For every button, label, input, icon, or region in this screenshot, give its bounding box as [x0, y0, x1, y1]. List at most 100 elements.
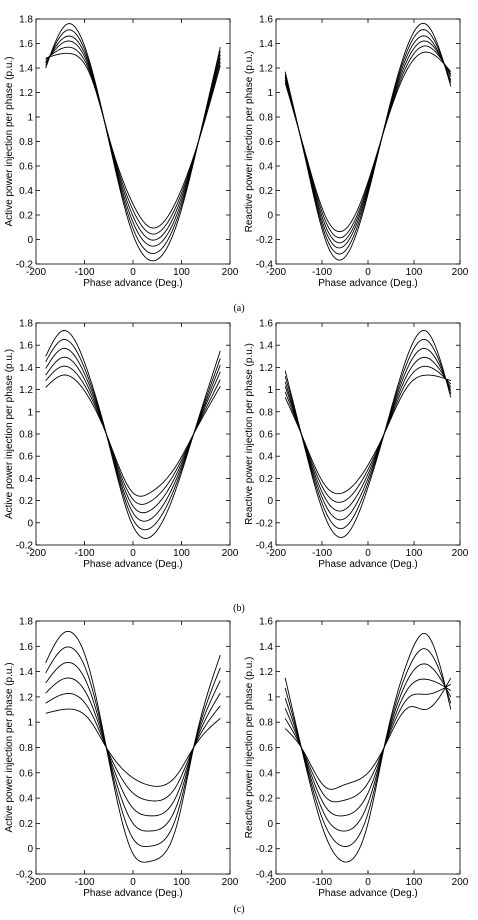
y-tick-label-c-left: 1 — [27, 718, 33, 729]
x-tick-label-c-left: -200 — [26, 877, 46, 888]
series-line-a-left-6 — [45, 52, 221, 229]
y-tick-label-a-left: 1.2 — [19, 88, 33, 99]
x-tick-label-a-left: -200 — [26, 267, 46, 278]
series-line-a-right-1 — [284, 22, 452, 261]
x-tick-label-a-left: 0 — [130, 267, 136, 278]
y-tick-label-b-left: 0 — [27, 518, 33, 529]
y-tick-label-c-left: 1.4 — [19, 667, 33, 678]
y-tick-label-a-left: 1.6 — [19, 39, 33, 50]
y-tick-label-a-right: 0.2 — [259, 186, 273, 197]
y-tick-label-c-right: 0.8 — [259, 718, 273, 729]
y-tick-label-b-right: -0.2 — [256, 518, 274, 529]
y-tick-label-a-left: 0.8 — [19, 137, 33, 148]
y-tick-label-a-right: 0.8 — [259, 113, 273, 124]
y-tick-label-b-right: 0.6 — [259, 430, 273, 441]
y-tick-label-c-left: 0.6 — [19, 768, 33, 779]
x-tick-label-b-right: 100 — [406, 548, 423, 559]
x-tick-label-c-left: 100 — [173, 877, 190, 888]
series-line-b-right-3 — [284, 347, 452, 521]
chart-a-left: -200 -100 0 100 200 -0.2 0 0.2 0.4 0.6 0.8 1 1.2 1.4 1… — [4, 15, 239, 290]
x-axis-label-c-right: Phase advance (Deg.) — [318, 888, 418, 899]
y-tick-label-b-right: 1.4 — [259, 341, 273, 352]
x-tick-label-a-right: 200 — [452, 267, 469, 278]
y-tick-label-c-right: 0.6 — [259, 743, 273, 754]
y-tick-label-b-left: 0.8 — [19, 430, 33, 441]
x-tick-label-a-right: 100 — [406, 267, 423, 278]
x-tick-label-a-right: -100 — [312, 267, 332, 278]
series-line-c-left-6 — [45, 708, 221, 787]
axes-frame-a-right — [275, 18, 461, 265]
x-axis-label-a-right: Phase advance (Deg.) — [318, 278, 418, 289]
x-axis-label-b-left: Phase advance (Deg.) — [83, 559, 183, 570]
x-tick-label-b-right: -200 — [266, 548, 286, 559]
x-tick-label-c-right: 100 — [406, 877, 423, 888]
x-tick-label-c-right: 0 — [365, 877, 371, 888]
y-tick-label-a-left: -0.2 — [16, 260, 34, 271]
chart-a-right: -200 -100 0 100 200 -0.4 -0.2 0 0.2 0.4 0.6 0.8 1 1.2… — [244, 15, 469, 290]
y-axis-label-c-left: Active power injection per phase (p.u.) — [4, 662, 15, 832]
x-tick-label-a-left: 200 — [222, 267, 239, 278]
x-axis-label-c-left: Phase advance (Deg.) — [83, 888, 183, 899]
series-line-c-left-5 — [45, 693, 221, 802]
series-line-b-right-2 — [284, 338, 452, 530]
y-tick-label-b-left: 0.2 — [19, 496, 33, 507]
x-tick-label-b-right: 200 — [452, 548, 469, 559]
y-tick-label-a-right: 0 — [267, 211, 273, 222]
x-tick-label-b-left: 0 — [130, 548, 136, 559]
series-line-a-right-3 — [284, 35, 452, 249]
y-tick-label-a-right: -0.2 — [256, 235, 274, 246]
series-line-b-left-1 — [45, 330, 221, 539]
series-line-c-right-4 — [284, 678, 452, 817]
y-tick-label-a-right: 0.6 — [259, 137, 273, 148]
series-line-a-left-1 — [45, 23, 221, 262]
y-tick-label-a-left: 1 — [27, 113, 33, 124]
y-tick-label-c-left: 0 — [27, 844, 33, 855]
plots-layer: -200 -100 0 100 200-0.200.20.40.60.811.21.41… — [4, 15, 469, 900]
x-tick-label-a-left: -100 — [74, 267, 94, 278]
x-tick-label-c-left: 0 — [130, 877, 136, 888]
x-tick-label-c-right: 200 — [452, 877, 469, 888]
y-axis-label-a-left: Active power injection per phase (p.u.) — [4, 56, 15, 226]
y-axis-label-a-right: Reactive power injection per phase (p.u.… — [244, 51, 255, 233]
y-tick-label-a-right: 1.4 — [259, 39, 273, 50]
y-tick-label-b-right: 0 — [267, 496, 273, 507]
x-tick-label-b-right: -100 — [312, 548, 332, 559]
y-tick-label-b-left: 0.4 — [19, 474, 33, 485]
caption-c: (c) — [233, 904, 244, 915]
y-tick-label-c-right: -0.2 — [256, 844, 274, 855]
x-tick-label-c-left: 200 — [222, 877, 239, 888]
y-tick-label-c-left: 0.8 — [19, 743, 33, 754]
y-axis-label-b-left: Active power injection per phase (p.u.) — [4, 349, 15, 519]
x-tick-label-b-right: 0 — [365, 548, 371, 559]
y-tick-label-a-right: 1.6 — [259, 15, 273, 26]
series-line-c-left-3 — [45, 662, 221, 832]
y-tick-label-b-left: 1.4 — [19, 363, 33, 374]
series-line-b-left-3 — [45, 347, 221, 522]
series-line-b-left-2 — [45, 338, 221, 531]
y-tick-label-c-right: 1.4 — [259, 642, 273, 653]
series-line-b-right-5 — [284, 365, 452, 503]
y-tick-label-b-left: 0.6 — [19, 452, 33, 463]
y-tick-label-a-right: 0.4 — [259, 162, 273, 173]
y-tick-label-b-right: 1.6 — [259, 319, 273, 330]
y-tick-label-a-left: 1.4 — [19, 64, 33, 75]
series-line-b-right-1 — [284, 329, 452, 538]
chart-c-left: -200 -100 0 100 200 -0.2 0 0.2 0.4 0.6 0.8 1 1.2 1.4 1… — [4, 617, 239, 900]
y-tick-label-c-left: 1.6 — [19, 642, 33, 653]
series-line-c-right-2 — [284, 648, 452, 847]
y-tick-label-b-left: 1.2 — [19, 385, 33, 396]
y-tick-label-c-right: 0.4 — [259, 768, 273, 779]
series-line-b-left-6 — [45, 374, 221, 497]
y-tick-label-c-left: 0.2 — [19, 819, 33, 830]
chart-b-left: -200 -100 0 100 200 -0.2 0 0.2 0.4 0.6 0.8 1 1.2 1.4 1… — [4, 319, 239, 571]
caption-b: (b) — [233, 603, 245, 614]
series-line-a-left-5 — [45, 46, 221, 235]
series-line-a-left-3 — [45, 35, 221, 247]
x-axis-label-b-right: Phase advance (Deg.) — [318, 559, 418, 570]
series-line-a-right-2 — [284, 29, 452, 255]
axes-frame-b-left — [35, 322, 231, 546]
x-tick-label-a-left: 100 — [173, 267, 190, 278]
series-line-c-right-5 — [284, 683, 452, 803]
y-tick-label-c-right: 0.2 — [259, 794, 273, 805]
